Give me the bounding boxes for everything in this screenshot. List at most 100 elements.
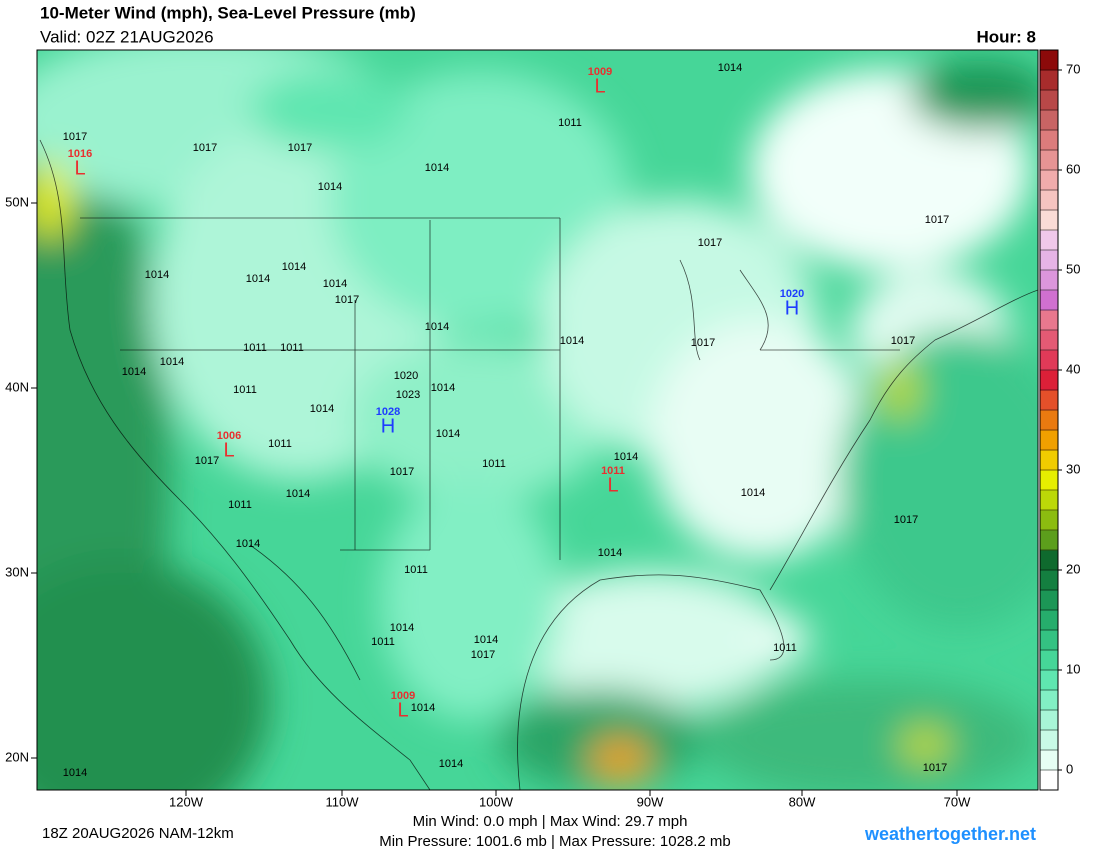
center-symbol: L (397, 699, 408, 721)
center-value: 1009 (588, 66, 612, 78)
axes: 50N 40N 30N 20N 120W 110W 100W 90W 80W 70W (5, 194, 971, 809)
coastline (769, 289, 1038, 591)
colorbar-label: 30 (1066, 461, 1080, 476)
isobar-label: 1014 (160, 356, 184, 368)
colorbar-swatch (1040, 130, 1058, 151)
isobar-label: 1017 (335, 294, 359, 306)
colorbar-swatch (1040, 730, 1058, 751)
isobar-labels: 1014 1017 1017 1017 1014 1011 1014 1017 1017 1014… (63, 62, 949, 779)
isobar-label: 1014 (145, 269, 169, 281)
center-symbol: H (381, 415, 395, 437)
center-symbol: L (74, 157, 85, 179)
isobar-label: 1017 (691, 337, 715, 349)
map-frame (36, 49, 1039, 791)
colorbar-swatch (1040, 410, 1058, 431)
center-symbol: L (223, 439, 234, 461)
wind-region (500, 690, 700, 790)
wind-shading (37, 50, 1038, 790)
colorbar-swatch (1040, 630, 1058, 651)
isobar-label: 1017 (288, 142, 312, 154)
center-value: 1016 (68, 148, 92, 160)
isobar-label: 1014 (741, 487, 765, 499)
colorbar-swatch (1040, 530, 1058, 551)
isobar-label: 1014 (310, 403, 334, 415)
center-value: 1020 (780, 288, 804, 300)
colorbar-swatch (1040, 210, 1058, 231)
isobar-label: 1017 (195, 455, 219, 467)
wind-region (910, 60, 1038, 130)
pressure-stats: Min Pressure: 1001.6 mb | Max Pressure: … (379, 833, 731, 850)
wind-region (330, 70, 630, 330)
lat-label: 30N (5, 564, 29, 579)
forecast-hour: Hour: 8 (977, 27, 1037, 46)
wind-region (380, 480, 560, 720)
isobar-label: 1014 (282, 261, 306, 273)
colorbar-swatch (1040, 310, 1058, 331)
isobar-label: 1017 (193, 142, 217, 154)
lat-label: 20N (5, 749, 29, 764)
isobar-label: 1014 (474, 634, 498, 646)
colorbar-frame (1039, 49, 1059, 791)
wind-region (250, 70, 410, 150)
colorbar-label: 10 (1066, 661, 1080, 676)
map-field: 1014 1017 1017 1017 1014 1011 1014 1017 1017 1014… (37, 50, 1038, 790)
colorbar-swatch (1040, 650, 1058, 671)
colorbar-swatch (1040, 250, 1058, 271)
center-value: 1006 (217, 430, 241, 442)
colorbar-swatch (1040, 70, 1058, 91)
lake-shore (679, 259, 900, 361)
colorbar-swatch (1040, 610, 1058, 631)
boundaries (39, 139, 1038, 790)
isobar-label: 1011 (404, 564, 428, 576)
lon-label: 80W (789, 794, 816, 809)
isobar-label: 1014 (560, 335, 584, 347)
colorbar: 0 10 20 30 40 50 60 70 (1039, 49, 1080, 791)
isobar-label: 1014 (318, 181, 342, 193)
colorbar-swatch (1040, 230, 1058, 251)
colorbar-swatch (1040, 690, 1058, 711)
lat-label: 50N (5, 194, 29, 209)
coastline (517, 574, 785, 790)
wind-region (900, 727, 950, 763)
colorbar-swatch (1040, 350, 1058, 371)
lon-label: 90W (637, 794, 664, 809)
wind-region (880, 360, 920, 420)
colorbar-swatch (1040, 190, 1058, 211)
isobar-label: 1017 (471, 649, 495, 661)
colorbar-label: 60 (1066, 161, 1080, 176)
lon-label: 70W (944, 794, 971, 809)
isobar-label: 1011 (243, 342, 267, 354)
colorbar-swatch (1040, 670, 1058, 691)
colorbar-swatch (1040, 550, 1058, 571)
colorbar-swatch (1040, 150, 1058, 171)
colorbar-swatch (1040, 490, 1058, 511)
colorbar-label: 70 (1066, 61, 1080, 76)
wind-region (700, 680, 1038, 790)
lon-label: 120W (169, 794, 204, 809)
model-run: 18Z 20AUG2026 NAM-12km (42, 825, 234, 842)
colorbar-swatch (1040, 590, 1058, 611)
isobar-label: 1011 (228, 499, 252, 511)
colorbar-swatch (1040, 750, 1058, 771)
colorbar-swatch (1040, 430, 1058, 451)
center-value: 1028 (376, 406, 400, 418)
colorbar-swatch (1040, 50, 1058, 71)
wind-region (510, 570, 790, 710)
isobar-label: 1017 (63, 131, 87, 143)
center-value: 1009 (391, 690, 415, 702)
isobar-label: 1014 (439, 758, 463, 770)
wind-region (750, 615, 810, 665)
coastline (39, 139, 431, 790)
site-link[interactable]: weathertogether.net (864, 824, 1036, 844)
colorbar-swatch (1040, 390, 1058, 411)
coastline (249, 544, 361, 681)
isobar-label: 1011 (558, 117, 582, 129)
isobar-label: 1011 (482, 458, 506, 470)
wind-region (650, 320, 870, 560)
colorbar-swatch (1040, 470, 1058, 491)
isobar-label: 1014 (246, 273, 270, 285)
wind-region (590, 738, 650, 782)
